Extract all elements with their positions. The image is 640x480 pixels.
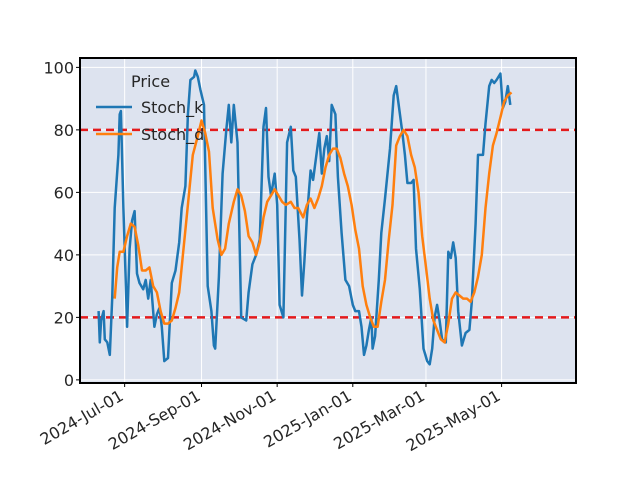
legend-entry-label: Stoch_d — [141, 125, 204, 145]
y-tick-label: 40 — [54, 246, 74, 265]
legend-entry-label: Stoch_k — [141, 98, 204, 118]
plot-frame — [79, 57, 577, 384]
y-tick-label: 0 — [64, 371, 74, 390]
y-axis: 0 20 40 60 80 100 — [43, 58, 80, 390]
y-tick-label: 80 — [54, 121, 74, 140]
series-layer — [97, 69, 513, 366]
series-line-stoch_d — [113, 91, 513, 344]
legend: Price Stoch_k Stoch_d — [96, 72, 204, 145]
y-tick-label: 20 — [54, 308, 74, 327]
y-tick-label: 60 — [54, 183, 74, 202]
y-tick-label: 100 — [43, 58, 74, 77]
x-axis: 2024-Jul-012024-Sep-012024-Nov-012025-Ja… — [37, 383, 504, 455]
legend-title: Price — [131, 72, 170, 91]
